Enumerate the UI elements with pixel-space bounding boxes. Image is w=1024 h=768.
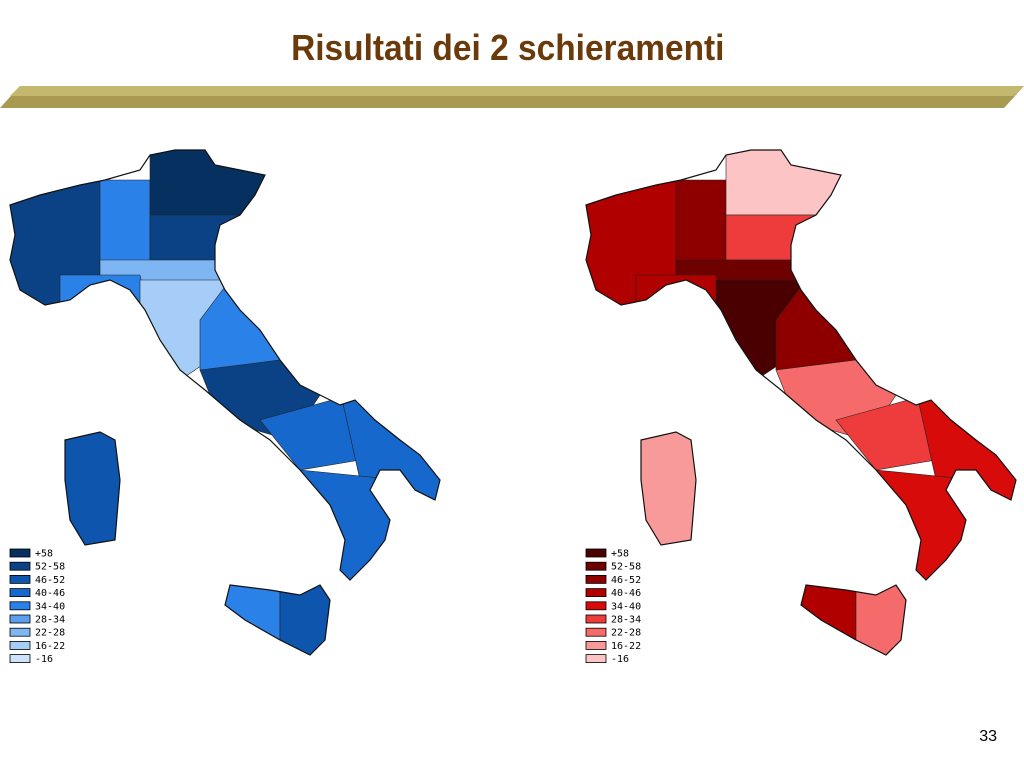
legend-swatch (9, 575, 31, 584)
legend-swatch (585, 627, 607, 637)
region (10, 179, 111, 311)
region (49, 419, 131, 561)
legend-label: 52-58 (611, 562, 641, 573)
legend-label: -16 (35, 654, 53, 665)
legend-swatch (585, 601, 607, 611)
legend-swatch (585, 575, 607, 584)
legend-label: -16 (611, 654, 629, 665)
legend-label: 16-22 (611, 641, 641, 652)
legend-swatch (585, 561, 607, 571)
legend-label: 28-34 (35, 615, 65, 626)
regions (586, 150, 1016, 655)
legend-label: 34-40 (35, 601, 65, 612)
legend-swatch (9, 627, 31, 637)
legend-label: 22-28 (611, 628, 641, 639)
legend-label: 46-52 (35, 575, 65, 586)
legend-label: 34-40 (611, 601, 641, 612)
region (149, 214, 271, 261)
legend-label: 46-52 (611, 575, 641, 586)
legend-label: 40-46 (35, 588, 65, 599)
region (279, 574, 341, 655)
legend-label: 40-46 (611, 588, 641, 599)
legend-label: 28-34 (611, 615, 641, 626)
slide-title: Risultati dei 2 schieramenti (291, 29, 724, 68)
legend-swatch (9, 614, 31, 624)
legend-swatch (585, 548, 607, 558)
legend-swatch (585, 654, 607, 663)
legend-swatch (9, 641, 31, 650)
region (586, 179, 687, 311)
page-number: 33 (979, 728, 997, 745)
legend-swatch (585, 588, 607, 597)
legend-label: 22-28 (35, 628, 65, 639)
legend-swatch (9, 548, 31, 558)
regions (10, 150, 440, 655)
legend-label: +58 (35, 549, 53, 560)
legend-swatch (9, 561, 31, 571)
title-bar-highlight (10, 86, 1024, 96)
region (855, 574, 917, 655)
legend-swatch (9, 654, 31, 663)
legend-label: +58 (611, 549, 629, 560)
legend-swatch (585, 641, 607, 650)
legend-swatch (585, 614, 607, 624)
region (625, 419, 707, 561)
region (725, 214, 847, 261)
legend-label: 16-22 (35, 641, 65, 652)
legend-swatch (9, 588, 31, 597)
map (585, 149, 1017, 656)
legend-label: 52-58 (35, 562, 65, 573)
legend-swatch (9, 601, 31, 611)
map (9, 149, 441, 656)
